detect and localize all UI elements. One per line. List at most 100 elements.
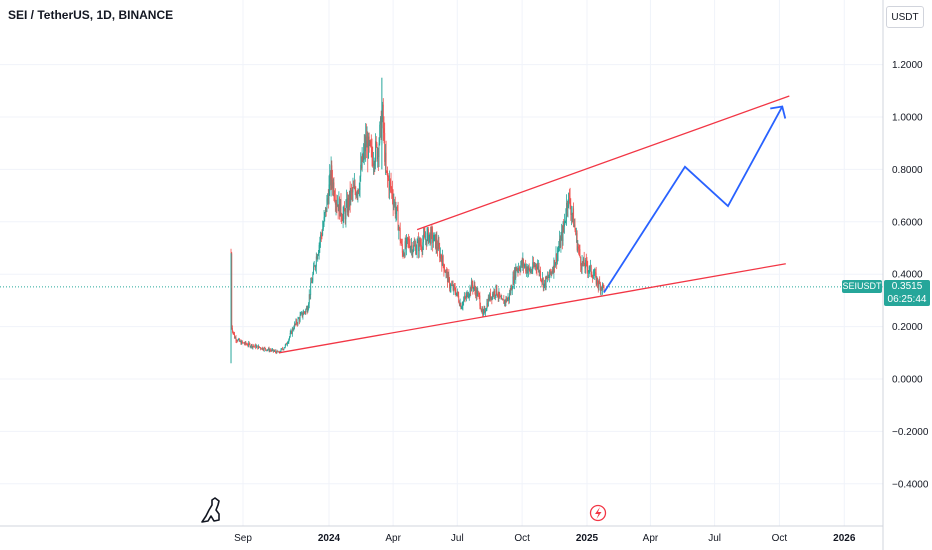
lightning-icon[interactable]: [589, 504, 607, 522]
candle-body: [517, 269, 519, 271]
x-tick-label: Apr: [643, 533, 659, 544]
candle-body: [483, 308, 485, 311]
candle-body: [297, 318, 299, 324]
candle-body: [383, 128, 385, 134]
candle-body: [540, 279, 542, 281]
trendline-lower-support[interactable]: [278, 263, 786, 354]
candle-body: [317, 255, 319, 260]
candle-body: [343, 208, 345, 214]
candle-body: [583, 258, 585, 266]
y-tick-label: 0.6000: [892, 217, 923, 228]
candle-body: [587, 266, 589, 272]
candle-body: [235, 337, 237, 341]
candle-body: [516, 267, 517, 271]
candle-body: [325, 207, 326, 213]
candle-body: [562, 226, 564, 242]
candle-body: [384, 133, 386, 162]
candle-body: [498, 291, 500, 297]
candle-body: [523, 265, 525, 267]
candle-body: [571, 213, 573, 215]
candle-body: [597, 277, 599, 285]
candle-body: [432, 231, 434, 243]
candle-body: [559, 238, 560, 248]
candle-body: [237, 339, 239, 342]
candle-body: [357, 189, 359, 195]
candle-body: [231, 328, 233, 332]
candle-body: [465, 297, 467, 298]
candle-body: [497, 296, 499, 298]
candle-body: [456, 292, 458, 296]
candle-body: [396, 206, 398, 212]
candle-body: [533, 265, 535, 267]
candle-body: [537, 265, 539, 267]
candle-body: [560, 237, 562, 248]
candle-body: [335, 202, 337, 205]
candle-body: [419, 239, 421, 245]
candle-body: [451, 284, 453, 286]
candle-body: [407, 237, 409, 241]
candle-body: [541, 280, 543, 282]
candle-body: [389, 179, 391, 191]
candle-body: [283, 348, 285, 350]
candle-body: [239, 341, 241, 342]
candle-body: [316, 256, 318, 260]
candle-body: [415, 250, 417, 255]
candle-body: [427, 229, 429, 233]
candle-body: [478, 293, 480, 296]
candle-body: [421, 248, 423, 251]
candle-body: [552, 270, 554, 273]
candle-body: [451, 285, 453, 286]
candle-body: [499, 296, 501, 297]
candle-body: [324, 212, 326, 217]
candle-body: [472, 284, 474, 290]
candle-body: [352, 187, 354, 193]
candle-body: [449, 278, 450, 289]
candle-body: [555, 253, 557, 263]
projection-path[interactable]: [603, 106, 784, 294]
candle-body: [328, 184, 330, 204]
y-tick-label: 0.0000: [892, 375, 923, 386]
candle-body: [439, 254, 441, 258]
candle-body: [308, 294, 310, 304]
candle-body: [546, 276, 548, 279]
candle-body: [501, 299, 503, 300]
candle-body: [552, 270, 553, 273]
candle-body: [603, 285, 605, 291]
candle-body: [547, 276, 549, 278]
candle-body: [294, 323, 295, 329]
candle-body: [585, 260, 587, 269]
candle-body: [553, 260, 555, 273]
candle-body: [561, 231, 563, 242]
candle-body: [504, 300, 505, 304]
candle-body: [494, 294, 496, 296]
candle-body: [286, 343, 288, 345]
candle-body: [344, 211, 346, 220]
candle-body: [292, 328, 294, 330]
candle-body: [544, 280, 546, 284]
candle-body: [425, 239, 427, 245]
candle-body: [326, 198, 328, 212]
candle-body: [568, 192, 570, 197]
candle-body: [587, 270, 589, 272]
candle-body: [484, 308, 486, 313]
candle-body: [535, 264, 536, 267]
candle-body: [354, 184, 356, 191]
tradingview-logo[interactable]: [201, 497, 220, 523]
trendline-upper-resistance[interactable]: [416, 95, 790, 231]
candle-body: [464, 296, 466, 298]
candle-body: [304, 312, 306, 313]
candle-body: [601, 287, 603, 290]
candle-body: [394, 201, 396, 215]
candle-body: [473, 287, 474, 290]
candle-body: [511, 288, 513, 291]
candle-body: [404, 241, 406, 257]
currency-button[interactable]: USDT: [886, 6, 924, 28]
candle-body: [414, 245, 416, 247]
candle-body: [515, 267, 517, 278]
x-tick-label: Oct: [514, 533, 530, 544]
candle-body: [567, 204, 569, 208]
candle-body: [353, 187, 355, 189]
candle-body: [510, 287, 512, 294]
candle-body: [520, 265, 522, 271]
